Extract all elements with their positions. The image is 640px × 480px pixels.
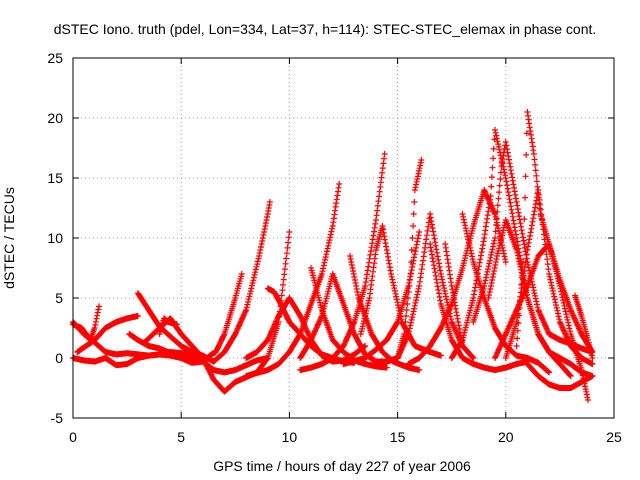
series-8-points (156, 315, 180, 337)
y-tick-label: 5 (55, 290, 63, 306)
y-tick-label: 25 (47, 50, 63, 66)
series-23-points (459, 211, 553, 376)
series-4-points (74, 313, 141, 355)
series-20-points (427, 241, 531, 373)
y-tick-label: 15 (47, 170, 63, 186)
x-tick-label: 15 (390, 429, 406, 445)
series-31-points (572, 292, 596, 361)
x-tick-label: 5 (177, 429, 185, 445)
series-11-points (243, 181, 343, 379)
chart-title: dSTEC Iono. truth (pdel, Lon=334, Lat=37… (54, 21, 597, 37)
x-tick-label: 25 (606, 429, 622, 445)
x-tick-label: 0 (69, 429, 77, 445)
series-22-points (405, 187, 509, 367)
series-1-points (70, 199, 273, 369)
series-19-points (394, 157, 425, 361)
y-tick-label: -5 (51, 410, 64, 426)
x-axis-ticks: 0 5 10 15 20 25 (69, 58, 622, 445)
series-28-points (502, 187, 596, 367)
y-axis-label: dSTEC / TECUs (1, 187, 17, 289)
x-tick-label: 10 (282, 429, 298, 445)
data-marks (70, 109, 596, 403)
y-axis-ticks: -5 0 5 10 15 20 25 (47, 50, 614, 426)
series-14-points (297, 151, 388, 373)
y-tick-label: 0 (55, 350, 63, 366)
y-tick-label: 10 (47, 230, 63, 246)
series-30-points (524, 361, 596, 391)
x-axis-label: GPS time / hours of day 227 of year 2006 (213, 458, 471, 474)
series-29-points (513, 109, 596, 355)
plot-frame (72, 57, 615, 419)
x-tick-label: 20 (498, 429, 514, 445)
y-tick-label: 20 (47, 110, 63, 126)
